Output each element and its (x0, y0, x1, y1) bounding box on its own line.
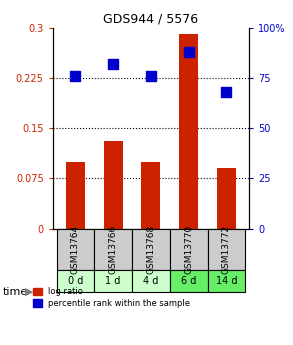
FancyBboxPatch shape (94, 270, 132, 293)
Title: GDS944 / 5576: GDS944 / 5576 (103, 12, 198, 25)
Text: GSM13764: GSM13764 (71, 225, 80, 274)
Text: GSM13772: GSM13772 (222, 225, 231, 274)
Point (186, 49, 191, 55)
Text: 4 d: 4 d (143, 276, 159, 286)
FancyBboxPatch shape (57, 228, 94, 270)
FancyBboxPatch shape (207, 228, 245, 270)
Text: 0 d: 0 d (68, 276, 83, 286)
FancyBboxPatch shape (132, 270, 170, 293)
Bar (217, 168, 236, 228)
FancyBboxPatch shape (170, 270, 207, 293)
Point (73, 73, 78, 79)
Bar (104, 141, 122, 228)
Text: GSM13766: GSM13766 (109, 225, 118, 274)
Bar (179, 34, 198, 228)
Text: GSM13770: GSM13770 (184, 225, 193, 274)
FancyBboxPatch shape (94, 228, 132, 270)
Text: time: time (3, 287, 28, 296)
Text: GSM13768: GSM13768 (146, 225, 155, 274)
Point (111, 61, 115, 67)
FancyBboxPatch shape (170, 228, 207, 270)
FancyBboxPatch shape (207, 270, 245, 293)
Legend: log ratio, percentile rank within the sample: log ratio, percentile rank within the sa… (33, 287, 190, 308)
FancyBboxPatch shape (57, 270, 94, 293)
Text: 14 d: 14 d (216, 276, 237, 286)
Text: 1 d: 1 d (105, 276, 121, 286)
Point (149, 73, 153, 79)
Point (224, 89, 229, 95)
Text: ▶: ▶ (25, 287, 33, 296)
Text: 6 d: 6 d (181, 276, 196, 286)
Bar (142, 161, 160, 228)
FancyBboxPatch shape (132, 228, 170, 270)
Bar (66, 161, 85, 228)
